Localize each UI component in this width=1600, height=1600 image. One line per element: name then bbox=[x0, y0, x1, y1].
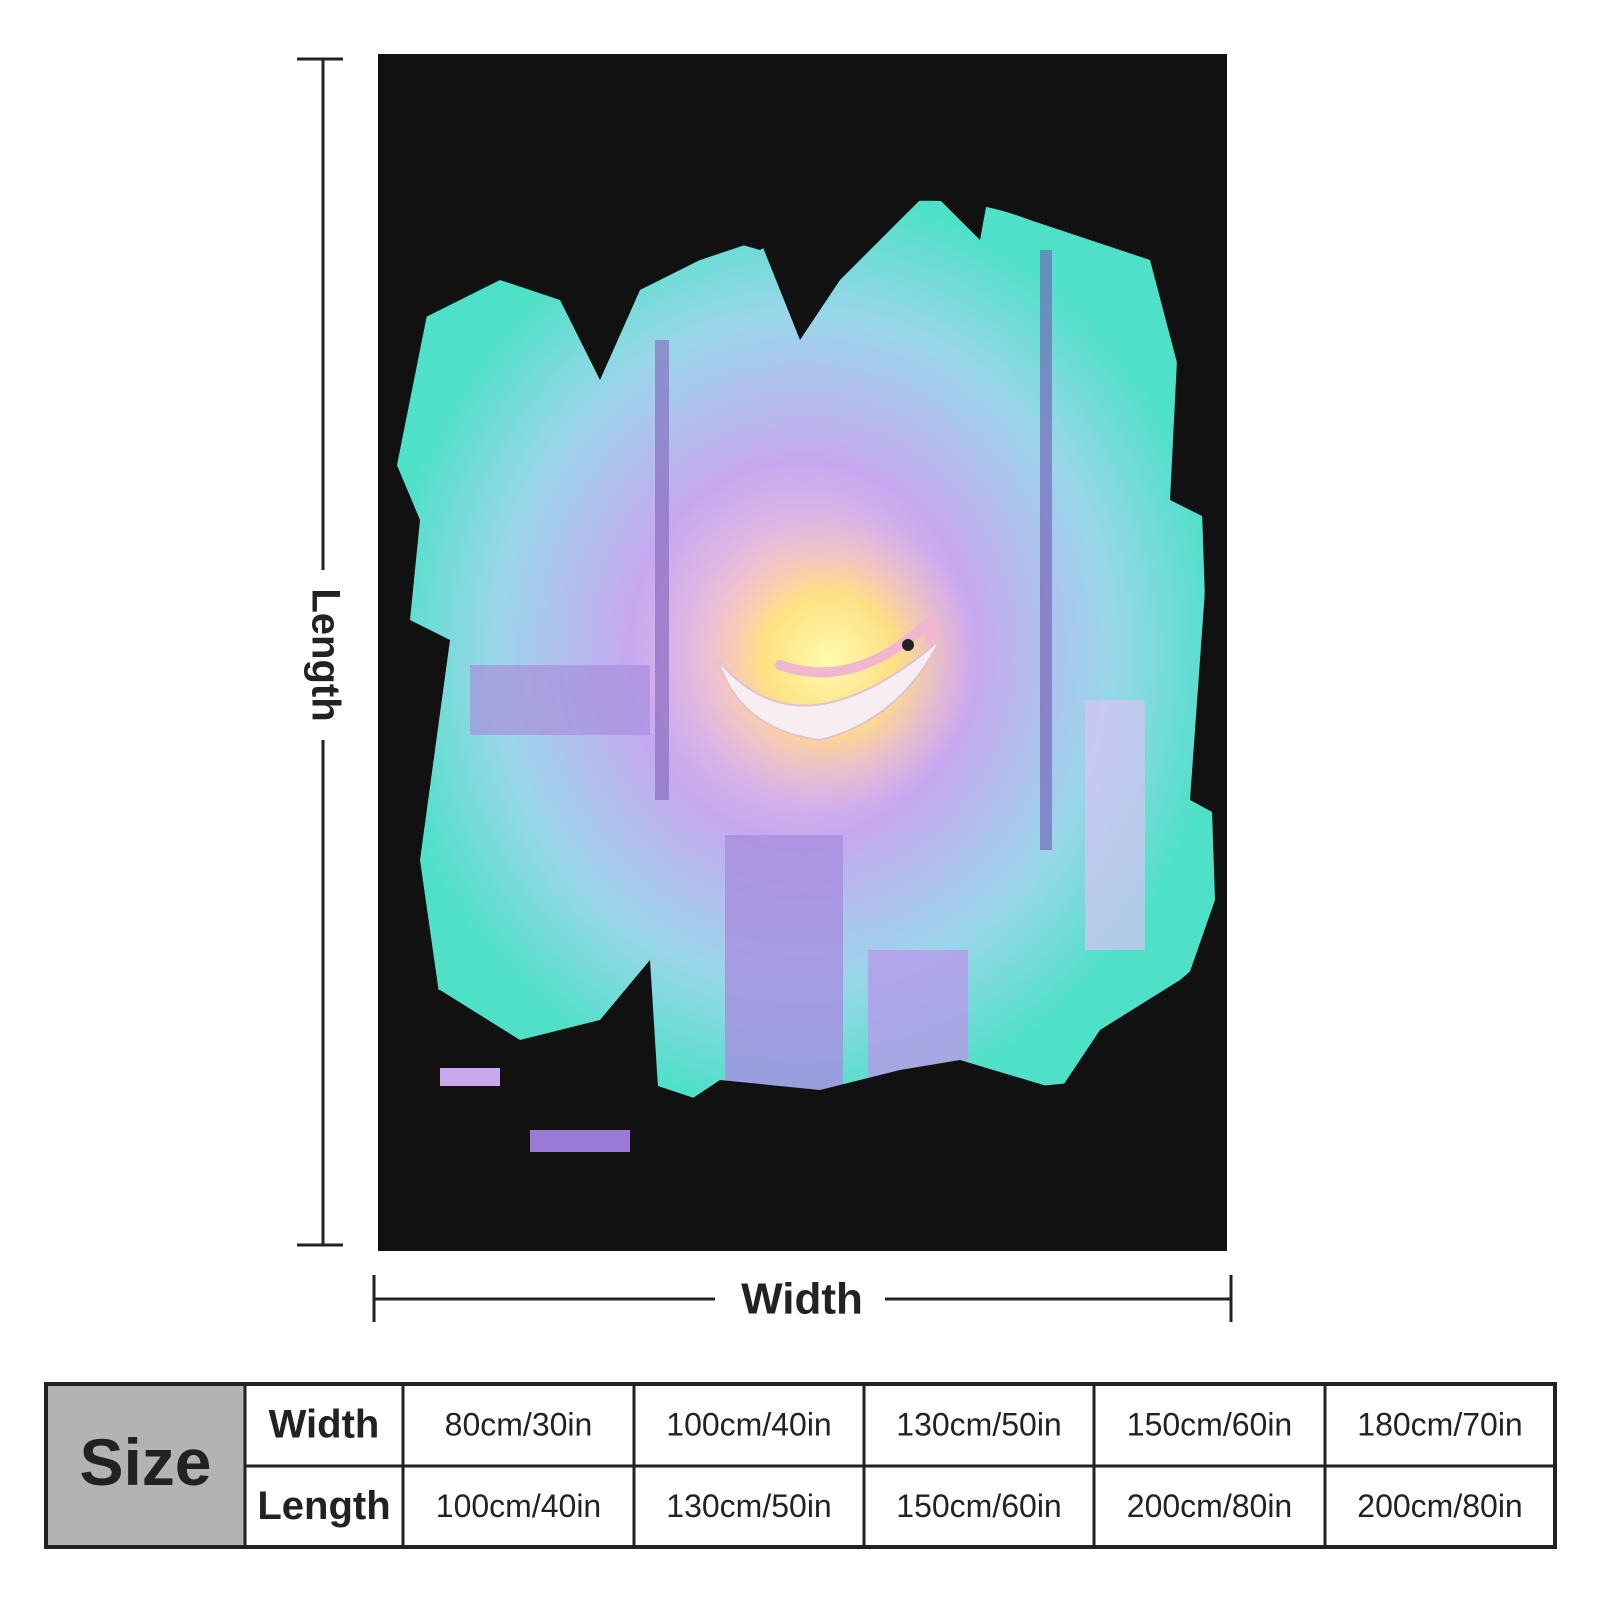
width-dimension bbox=[372, 1275, 1233, 1322]
size-value: 130cm/50in bbox=[896, 1406, 1061, 1442]
creature bbox=[717, 639, 941, 742]
header-cell bbox=[46, 1384, 245, 1547]
pillar bbox=[655, 340, 669, 800]
silhouette-bottom bbox=[378, 940, 1227, 1251]
width-label: Width bbox=[741, 1275, 863, 1324]
row-label: Length bbox=[257, 1484, 390, 1528]
silhouette-left bbox=[378, 420, 450, 1000]
building bbox=[470, 665, 650, 735]
size-value: 80cm/30in bbox=[445, 1406, 593, 1442]
size-value: 150cm/60in bbox=[1127, 1406, 1292, 1442]
building bbox=[725, 835, 843, 1105]
silhouette-right bbox=[1170, 260, 1227, 820]
size-value: 180cm/70in bbox=[1357, 1406, 1522, 1442]
block bbox=[440, 1068, 500, 1086]
size-value: 150cm/60in bbox=[896, 1488, 1061, 1524]
size-value: 200cm/80in bbox=[1357, 1488, 1522, 1524]
pillar bbox=[1040, 250, 1052, 850]
length-dimension bbox=[297, 57, 343, 1247]
silhouette-top bbox=[378, 54, 1227, 420]
row-label: Width bbox=[269, 1403, 380, 1447]
size-value: 100cm/40in bbox=[436, 1488, 601, 1524]
table-outline bbox=[44, 1382, 1557, 1549]
header-text: Size bbox=[79, 1425, 211, 1499]
building bbox=[1085, 700, 1145, 950]
block bbox=[530, 1130, 630, 1152]
size-value: 200cm/80in bbox=[1127, 1488, 1292, 1524]
glow bbox=[680, 510, 980, 810]
size-value: 130cm/50in bbox=[666, 1488, 831, 1524]
size-table: Size Width 80cm/30in 100cm/40in 130cm/50in 15… bbox=[44, 1382, 1557, 1549]
creature-eye bbox=[902, 639, 914, 651]
length-label: Length bbox=[303, 588, 347, 721]
size-value: 100cm/40in bbox=[666, 1406, 831, 1442]
artwork bbox=[378, 54, 1227, 1251]
